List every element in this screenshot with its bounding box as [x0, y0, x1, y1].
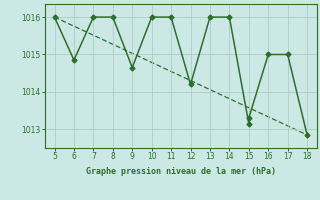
X-axis label: Graphe pression niveau de la mer (hPa): Graphe pression niveau de la mer (hPa): [86, 167, 276, 176]
